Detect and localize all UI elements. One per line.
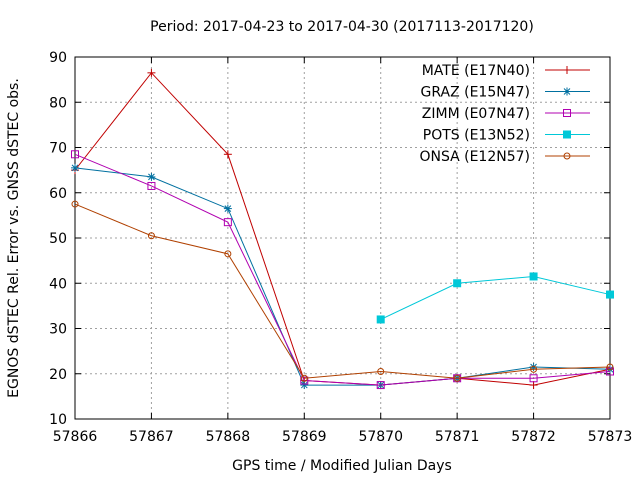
data-point [147,232,155,240]
data-point [530,365,538,373]
y-tick-label: 30 [49,322,67,338]
data-point [453,374,461,382]
series-line [74,203,611,379]
series-line [74,153,611,386]
data-point [224,250,232,258]
series-2 [71,150,614,390]
y-tick-label: 60 [49,186,67,202]
legend-label: GRAZ (E15N47) [421,85,531,101]
x-axis-label: GPS time / Modified Julian Days [232,458,452,474]
y-tick-label: 40 [49,276,67,292]
data-point [71,163,79,172]
legend-marker [563,152,571,160]
data-point [529,381,538,390]
data-point [300,374,308,382]
legend-entry: POTS (E13N52) [423,128,590,144]
legend-label: POTS (E13N52) [423,128,530,144]
data-point [147,181,156,190]
x-tick-label: 57869 [282,429,327,445]
y-tick-label: 10 [49,412,67,428]
data-point [71,150,79,159]
legend-entry: GRAZ (E15N47) [421,85,590,101]
y-tick-label: 70 [49,141,67,157]
data-point [453,279,462,288]
data-point [71,200,79,208]
x-tick-label: 57867 [129,429,174,445]
marker-stroke [71,164,79,172]
legend-label: MATE (E17N40) [422,63,530,79]
marker-stroke [300,381,308,389]
y-axis-label: EGNOS dSTEC Rel. Error vs. GNSS dSTEC ob… [6,78,22,398]
data-point [529,374,538,383]
marker-stroke [563,88,571,95]
y-tick-label: 80 [49,95,67,111]
data-point [606,367,614,376]
chart-title: Period: 2017-04-23 to 2017-04-30 (201711… [150,19,534,35]
data-point [606,363,614,371]
data-point [223,204,232,213]
x-tick-label: 57873 [588,429,633,445]
series-3 [376,272,614,324]
y-tick-label: 20 [49,367,67,383]
axis-ticks: 10 20 30 40 50 60 70 80 90 57866 57867 57868 57869 57… [49,50,632,445]
series-layer [71,68,614,390]
legend-label: ZIMM (E07N47) [422,106,530,122]
data-point [147,172,156,181]
x-tick-label: 57872 [511,429,556,445]
legend-marker [563,130,571,139]
grid-lines [75,57,610,419]
data-point [147,68,156,77]
data-point [376,381,385,390]
legend-entry: ZIMM (E07N47) [422,106,590,122]
data-point [223,150,232,159]
y-tick-label: 50 [49,231,67,247]
data-point [606,290,614,299]
x-tick-label: 57871 [435,429,480,445]
data-point [300,381,309,390]
data-point [223,218,232,227]
series-line [380,275,611,320]
x-tick-label: 57866 [53,429,98,445]
y-tick-label: 90 [49,50,67,66]
legend-entry: MATE (E17N40) [422,63,590,79]
data-point [376,315,385,324]
series-line [74,167,611,386]
marker-stroke [224,205,232,212]
legend-marker [563,87,571,96]
legend: MATE (E17N40) GRAZ (E15N47) ZIMM (E07N47) P… [419,63,590,165]
x-tick-label: 57868 [206,429,251,445]
data-point [377,367,385,375]
legend-label: ONSA (E12N57) [419,149,530,165]
x-tick-label: 57870 [358,429,403,445]
legend-marker [563,66,571,74]
marker-stroke [148,173,155,181]
legend-marker [563,109,571,117]
data-point [529,272,538,281]
data-point [300,376,309,385]
series-4 [71,200,614,382]
legend-entry: ONSA (E12N57) [419,149,590,165]
